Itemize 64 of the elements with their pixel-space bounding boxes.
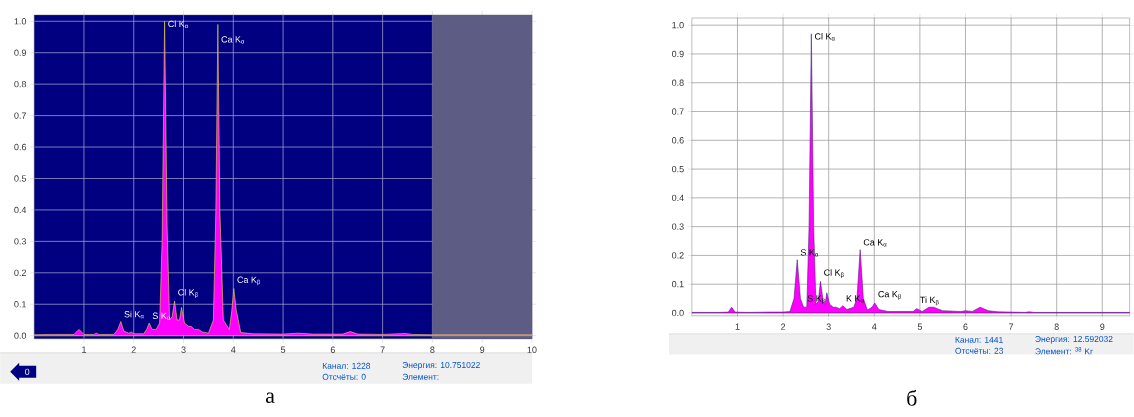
text: Энергия: 10.751022 (402, 362, 480, 370)
text: 0 (25, 368, 30, 376)
annotation: Si K$_{α}$ (124, 310, 144, 319)
text: Канал: 1441 (955, 336, 1003, 343)
annotation: Cl K$_{β}$ (178, 289, 198, 298)
annotation: Ca K$_{β}$ (878, 291, 902, 300)
y-tick-label: 0.0 (671, 309, 684, 317)
x-tick-label: 8 (430, 346, 435, 354)
y-tick-label: 0.2 (671, 252, 684, 259)
y-tick-label: 0.7 (671, 108, 684, 115)
x-tick-label: 4 (231, 346, 236, 353)
y-tick-label: 0.2 (14, 269, 26, 277)
x-tick-label: 6 (963, 323, 968, 331)
annotation: S K$_{α}$ (800, 249, 819, 257)
x-tick-label: 7 (1009, 323, 1014, 330)
y-tick-label: 0.3 (671, 223, 684, 230)
annotation: Cl K$_{α}$ (168, 20, 188, 29)
x-tick-label: 8 (1054, 323, 1059, 331)
y-tick-label: 0.5 (14, 175, 27, 182)
x-tick-label: 9 (480, 346, 485, 354)
text: Энергия: 12.592032 (1035, 336, 1113, 344)
y-tick-label: 0.4 (14, 206, 27, 214)
y-tick-label: 0.4 (671, 194, 684, 202)
annotation: Cl K$_{β}$ (824, 269, 844, 279)
y-tick-label: 0.8 (14, 81, 27, 88)
annotation: S K$_{α}$ (152, 312, 171, 321)
y-tick-label: 0.6 (14, 143, 27, 151)
x-tick-label: 4 (872, 323, 877, 330)
y-tick-label: 0.8 (671, 79, 684, 87)
annotation: Cl K$_{α}$ (814, 33, 835, 41)
x-tick-label: 9 (1100, 323, 1105, 331)
x-tick-label: 5 (280, 346, 286, 353)
text: Элемент: (402, 373, 439, 380)
x-tick-label: 1 (82, 346, 87, 353)
y-tick-label: 0.3 (14, 238, 27, 245)
y-tick-label: 0.1 (671, 281, 684, 288)
x-tick-label: 3 (826, 323, 831, 331)
y-tick-label: 1.0 (14, 18, 27, 25)
y-tick-label: 0.9 (671, 50, 684, 58)
y-tick-label: 0.7 (14, 112, 26, 119)
x-tick-label: 2 (131, 346, 136, 353)
x-tick-label: 1 (735, 323, 740, 330)
x-tick-label: 6 (330, 346, 335, 354)
annotation: Ca K$_{α}$ (863, 239, 887, 247)
x-tick-label: 2 (781, 323, 786, 330)
y-tick-label: 0.6 (671, 137, 684, 144)
text: б (907, 389, 917, 406)
annotation: Ca K$_{β}$ (237, 276, 261, 286)
annotation: Ti K$_{β}$ (920, 296, 939, 306)
y-tick-label: 1.0 (672, 22, 684, 29)
y-tick-label: 0.1 (14, 301, 26, 308)
text: а (265, 392, 275, 404)
text: Элемент: $^{38}$ Kr (1035, 347, 1093, 355)
x-tick-label: 7 (380, 346, 385, 353)
y-tick-label: 0.9 (14, 49, 26, 56)
text: Канал: 1228 (322, 362, 371, 369)
y-tick-label: 0.5 (671, 165, 684, 173)
x-tick-label: 3 (181, 346, 186, 354)
text: Отсчёты: 23 (955, 347, 1004, 354)
annotation: Ca K$_{α}$ (221, 36, 245, 44)
text: Отсчёты: 0 (322, 373, 366, 380)
x-tick-label: 5 (917, 323, 922, 330)
x-tick-label: 10 (527, 346, 537, 354)
y-tick-label: 0.0 (14, 332, 27, 339)
